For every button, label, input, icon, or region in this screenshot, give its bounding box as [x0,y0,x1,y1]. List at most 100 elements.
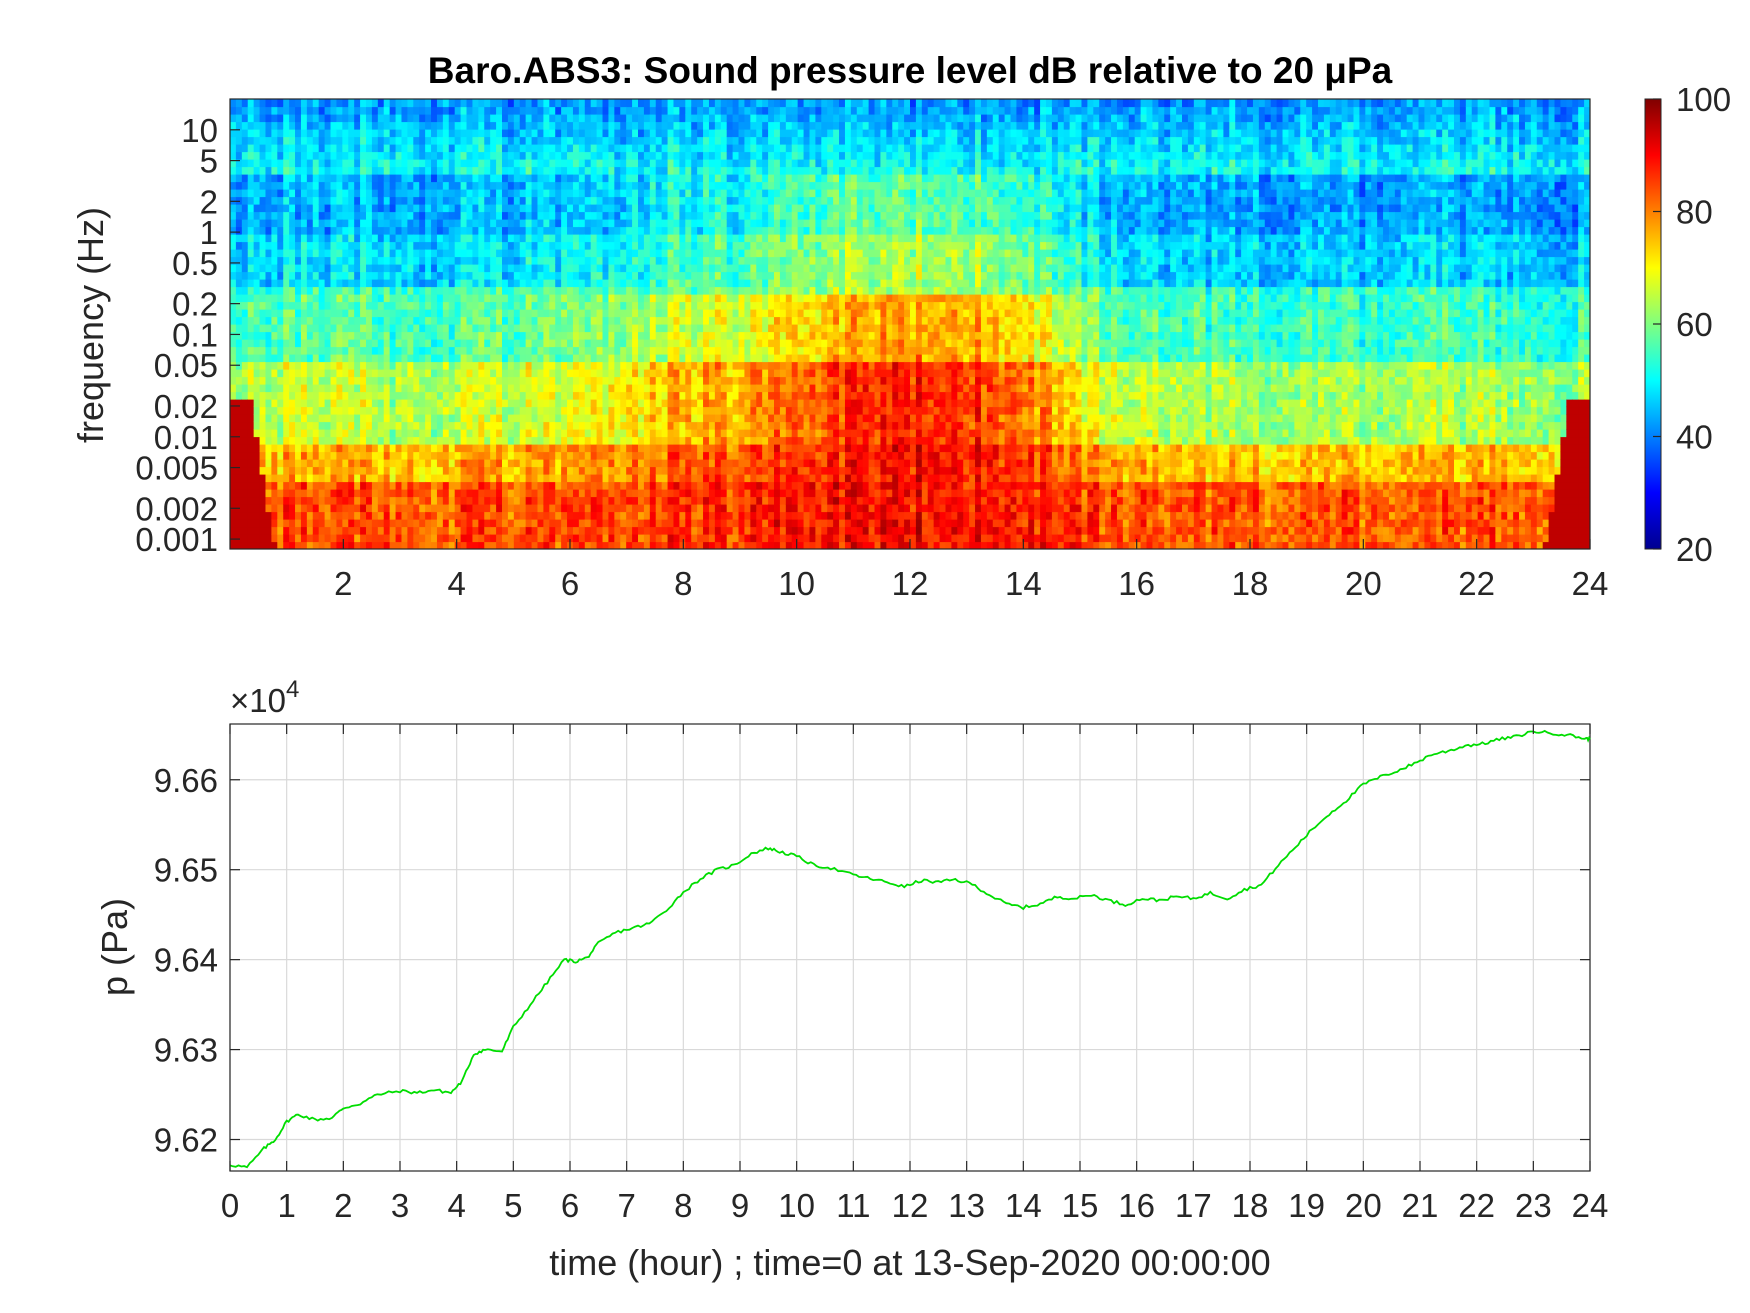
spectrogram-cell [596,159,604,168]
spectrogram-cell [478,346,485,355]
spectrogram-cell [230,106,237,115]
spectrogram-cell [318,159,326,168]
spectrogram-cell [431,309,438,318]
spectrogram-cell [632,496,639,505]
spectrogram-cell [620,399,627,408]
spectrogram-cell [300,331,308,340]
spectrogram-cell [259,324,267,333]
spectrogram-cell [395,496,403,505]
spectrogram-cell [638,294,645,303]
spectrogram-cell [466,436,474,445]
spectrogram-cell [306,346,314,355]
spectrogram-cell [567,264,574,273]
spectrogram-cell [377,474,385,483]
spectrogram-cell [407,496,414,505]
spectrogram-cell [389,279,397,288]
spectrogram-cell [578,474,586,483]
spectrogram-cell [572,459,580,468]
spectrogram-cell [513,346,521,355]
spectrogram-cell [253,181,261,190]
spectrogram-cell [395,466,403,475]
spectrogram-cell [685,226,692,235]
spectrogram-cell [673,211,680,220]
spectrogram-cell [572,144,580,153]
spectrogram-cell [336,301,343,310]
spectrogram-cell [419,339,426,348]
spectrogram-cell [265,346,272,355]
spectrogram-cell [697,399,704,408]
spectrogram-cell [661,226,669,235]
spectrogram-cell [247,234,255,243]
spectrogram-cell [484,264,491,273]
spectrogram-cell [295,286,302,295]
spectrogram-cell [371,376,379,385]
spectrogram-cell [667,541,675,549]
spectrogram-cell [377,166,385,175]
spectrogram-cell [507,406,515,415]
spectrogram-cell [490,331,497,340]
spectrogram-cell [697,391,704,400]
spectrogram-cell [360,541,367,549]
spectrogram-cell [502,421,509,430]
spectrogram-cell [454,151,462,160]
spectrogram-cell [348,504,355,513]
spectrogram-cell [460,504,468,513]
spectrogram-cell [714,436,722,445]
spectrogram-cell [277,354,284,363]
spectrogram-cell [608,106,615,115]
spectrogram-cell [436,534,444,543]
spectrogram-cell [436,114,444,123]
spectrogram-cell [567,189,574,198]
spectrogram-cell [525,309,533,318]
spectrogram-cell [667,219,675,228]
spectrogram-cell [496,204,503,213]
spectrogram-cell [265,279,272,288]
spectrogram-cell [395,114,403,123]
spectrogram-cell [519,399,527,408]
spectrogram-cell [531,99,539,108]
spectrogram-cell [484,346,491,355]
spectrogram-cell [649,166,657,175]
spectrogram-cell [590,226,598,235]
spectrogram-cell [691,421,698,430]
spectrogram-cell [448,249,456,258]
spectrogram-cell [401,526,408,535]
spectrogram-cell [318,324,326,333]
spectrogram-cell [667,391,675,400]
spectrogram-cell [466,114,474,123]
spectrogram-cell [401,166,408,175]
spectrogram-cell [626,436,633,445]
spectrogram-cell [306,466,314,475]
spectrogram-cell [360,376,367,385]
spectrogram-cell [454,241,462,250]
spectrogram-cell [431,151,438,160]
spectrogram-cell [348,496,355,505]
spectrogram-cell [484,144,491,153]
spectrogram-cell [638,526,645,535]
spectrogram-cell [643,226,651,235]
spectrogram-cell [425,399,432,408]
spectrogram-cell [277,151,284,160]
spectrogram-cell [708,429,716,438]
spectrogram-cell [572,406,580,415]
spectrogram-cell [241,541,249,549]
spectrogram-cell [466,414,474,423]
spectrogram-cell [543,136,550,145]
spectrogram-cell [649,534,657,543]
spectrogram-cell [241,324,249,333]
spectrogram-cell [377,144,385,153]
spectrogram-title: Baro.ABS3: Sound pressure level dB relat… [428,50,1393,91]
spectrogram-cell [543,99,550,108]
spectrogram-cell [484,226,491,235]
spectrogram-cell [354,436,361,445]
spectrogram-cell [395,406,403,415]
spectrogram-cell [643,264,651,273]
spectrogram-cell [655,144,663,153]
spectrogram-cell [561,519,568,528]
spectrogram-cell [348,526,355,535]
spectrogram-cell [655,181,663,190]
spectrogram-cell [484,504,491,513]
spectrogram-cell [490,181,497,190]
spectrogram-cell [395,256,403,265]
spectrogram-cell [708,159,716,168]
